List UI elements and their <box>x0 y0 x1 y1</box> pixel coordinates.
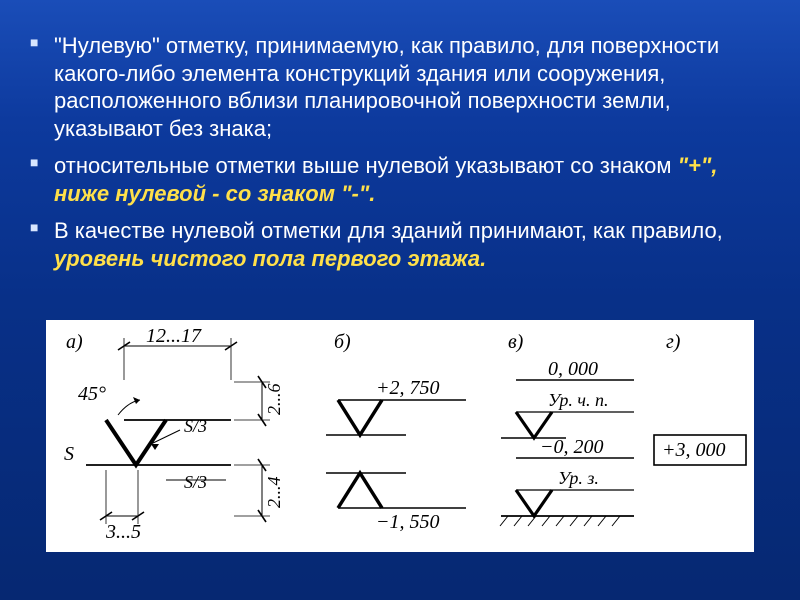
panel-label-v: в) <box>508 331 524 353</box>
bullet-list: "Нулевую" отметку, принимаемую, как прав… <box>30 32 770 272</box>
dim-right-bot: 2...4 <box>264 477 284 509</box>
dim-right-top: 2...6 <box>264 384 284 416</box>
angle-label: 45° <box>78 383 106 405</box>
s-label: S <box>64 443 74 465</box>
s3-b: S/3 <box>184 472 207 492</box>
dim-top: 12...17 <box>146 325 202 347</box>
urz-label: Ур. з. <box>558 468 599 488</box>
diagram-container: а) 12...17 45° S S/3 <box>46 320 754 552</box>
panel-label-b: б) <box>334 331 351 353</box>
slide-root: "Нулевую" отметку, принимаемую, как прав… <box>0 0 800 600</box>
plus3-label: +3, 000 <box>662 439 726 461</box>
bullet-text: В качестве нулевой отметки для зданий пр… <box>54 218 723 243</box>
s3-a: S/3 <box>184 416 207 436</box>
panel-label-g: г) <box>666 331 681 353</box>
bullet-item: "Нулевую" отметку, принимаемую, как прав… <box>30 32 770 142</box>
zero-label: 0, 000 <box>548 358 598 380</box>
neg200-label: −0, 200 <box>540 436 604 458</box>
panel-label-a: а) <box>66 331 83 353</box>
bullet-text: "Нулевую" отметку, принимаемую, как прав… <box>54 33 719 141</box>
val-down: −1, 550 <box>376 511 440 533</box>
diagram-svg: а) 12...17 45° S S/3 <box>46 320 754 552</box>
dim-bottom: 3...5 <box>105 521 141 543</box>
bullet-text: относительные отметки выше нулевой указы… <box>54 153 678 178</box>
bullet-item: относительные отметки выше нулевой указы… <box>30 152 770 207</box>
val-up: +2, 750 <box>376 377 440 399</box>
bullet-item: В качестве нулевой отметки для зданий пр… <box>30 217 770 272</box>
bullet-highlight: уровень чистого пола первого этажа. <box>54 246 486 271</box>
urchp-label: Ур. ч. п. <box>548 390 608 410</box>
